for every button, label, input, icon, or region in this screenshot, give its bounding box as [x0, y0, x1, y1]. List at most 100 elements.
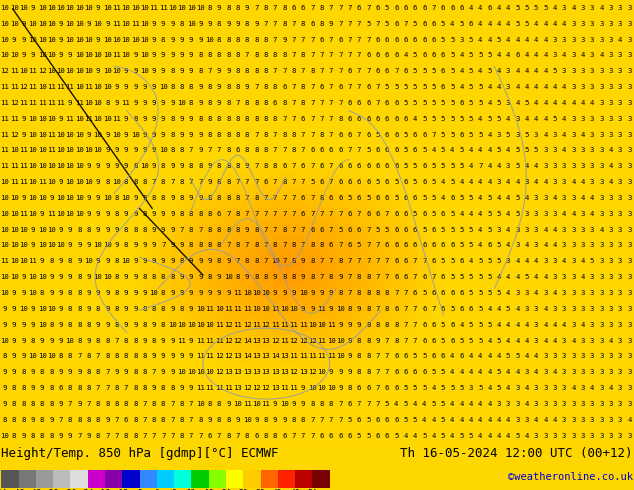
Text: 7: 7 [264, 21, 268, 27]
Text: 7: 7 [338, 243, 342, 248]
Text: 5: 5 [459, 274, 463, 280]
Text: 5: 5 [450, 52, 455, 58]
Text: 3: 3 [581, 353, 585, 359]
Text: 7: 7 [292, 84, 296, 90]
Text: 10: 10 [84, 52, 93, 58]
Text: 9: 9 [30, 5, 35, 11]
Text: 8: 8 [152, 338, 156, 343]
Text: 7: 7 [301, 132, 305, 138]
Text: 12: 12 [271, 338, 280, 343]
Text: 7: 7 [403, 306, 408, 312]
Text: 6: 6 [459, 353, 463, 359]
Text: 8: 8 [49, 258, 53, 264]
Text: 9: 9 [292, 290, 296, 296]
Text: 13: 13 [271, 369, 280, 375]
Text: 10: 10 [131, 37, 139, 43]
Text: 5: 5 [459, 433, 463, 439]
Text: 10: 10 [308, 385, 317, 391]
Text: 4: 4 [515, 321, 520, 328]
Text: 3: 3 [496, 227, 501, 233]
Text: 8: 8 [114, 211, 119, 217]
Text: -30: -30 [64, 489, 77, 490]
Text: 9: 9 [152, 52, 156, 58]
Text: 5: 5 [524, 100, 529, 106]
Text: 9: 9 [217, 84, 221, 90]
Text: 5: 5 [515, 21, 520, 27]
Text: 8: 8 [179, 147, 184, 153]
Text: 10: 10 [29, 211, 37, 217]
Text: 9: 9 [12, 306, 16, 312]
Text: 4: 4 [506, 21, 510, 27]
Text: 3: 3 [590, 433, 594, 439]
Text: 10: 10 [0, 433, 9, 439]
Text: 6: 6 [394, 306, 398, 312]
Text: 4: 4 [469, 147, 473, 153]
Text: 3: 3 [599, 100, 604, 106]
Text: 8: 8 [86, 416, 91, 423]
Text: 8: 8 [207, 132, 212, 138]
Text: 3: 3 [562, 5, 566, 11]
Text: 9: 9 [58, 116, 63, 122]
Text: 3: 3 [599, 21, 604, 27]
Text: 11: 11 [0, 147, 9, 153]
Text: 3: 3 [618, 179, 622, 185]
Text: 8: 8 [226, 5, 231, 11]
Text: 6: 6 [347, 243, 352, 248]
Text: 8: 8 [152, 274, 156, 280]
Text: 3: 3 [571, 52, 576, 58]
Text: 5: 5 [385, 5, 389, 11]
Text: 12: 12 [37, 68, 46, 74]
Text: 8: 8 [310, 258, 314, 264]
Text: 6: 6 [450, 321, 455, 328]
Text: 9: 9 [217, 100, 221, 106]
Text: 7: 7 [207, 68, 212, 74]
Text: 6: 6 [338, 163, 342, 169]
Text: 8: 8 [21, 401, 25, 407]
Text: 3: 3 [515, 401, 520, 407]
Text: 6: 6 [385, 52, 389, 58]
Text: -48: -48 [13, 489, 25, 490]
Text: 6: 6 [320, 37, 324, 43]
Text: 5: 5 [478, 258, 482, 264]
Text: 9: 9 [114, 227, 119, 233]
Text: 8: 8 [301, 416, 305, 423]
Text: 10: 10 [0, 52, 9, 58]
Text: 9: 9 [301, 274, 305, 280]
Text: 5: 5 [422, 433, 427, 439]
Text: 4: 4 [534, 37, 538, 43]
Text: 7: 7 [329, 100, 333, 106]
Text: 9: 9 [58, 274, 63, 280]
Text: 3: 3 [553, 147, 557, 153]
Text: 7: 7 [171, 401, 175, 407]
Text: 5: 5 [422, 68, 427, 74]
Text: 9: 9 [133, 274, 138, 280]
Text: 3: 3 [553, 433, 557, 439]
Text: 4: 4 [506, 338, 510, 343]
Text: 6: 6 [441, 290, 445, 296]
Text: 6: 6 [347, 401, 352, 407]
Text: 7: 7 [292, 21, 296, 27]
Text: 4: 4 [478, 401, 482, 407]
Text: 6: 6 [310, 147, 314, 153]
Text: 4: 4 [459, 52, 463, 58]
Text: 9: 9 [189, 290, 193, 296]
Text: 8: 8 [385, 321, 389, 328]
Text: 10: 10 [29, 163, 37, 169]
Text: 5: 5 [385, 84, 389, 90]
Text: 5: 5 [385, 401, 389, 407]
Text: 8: 8 [366, 274, 370, 280]
Text: 3: 3 [581, 290, 585, 296]
Text: 3: 3 [590, 274, 594, 280]
Text: 10: 10 [65, 37, 74, 43]
Text: 9: 9 [179, 52, 184, 58]
Text: 10: 10 [75, 37, 84, 43]
Text: 3: 3 [599, 179, 604, 185]
Text: 12: 12 [261, 385, 270, 391]
Text: 3: 3 [534, 401, 538, 407]
Text: 9: 9 [3, 401, 7, 407]
Text: 5: 5 [496, 37, 501, 43]
Text: 10: 10 [75, 179, 84, 185]
Text: 9: 9 [207, 258, 212, 264]
Text: 7: 7 [329, 211, 333, 217]
Text: 4: 4 [524, 338, 529, 343]
